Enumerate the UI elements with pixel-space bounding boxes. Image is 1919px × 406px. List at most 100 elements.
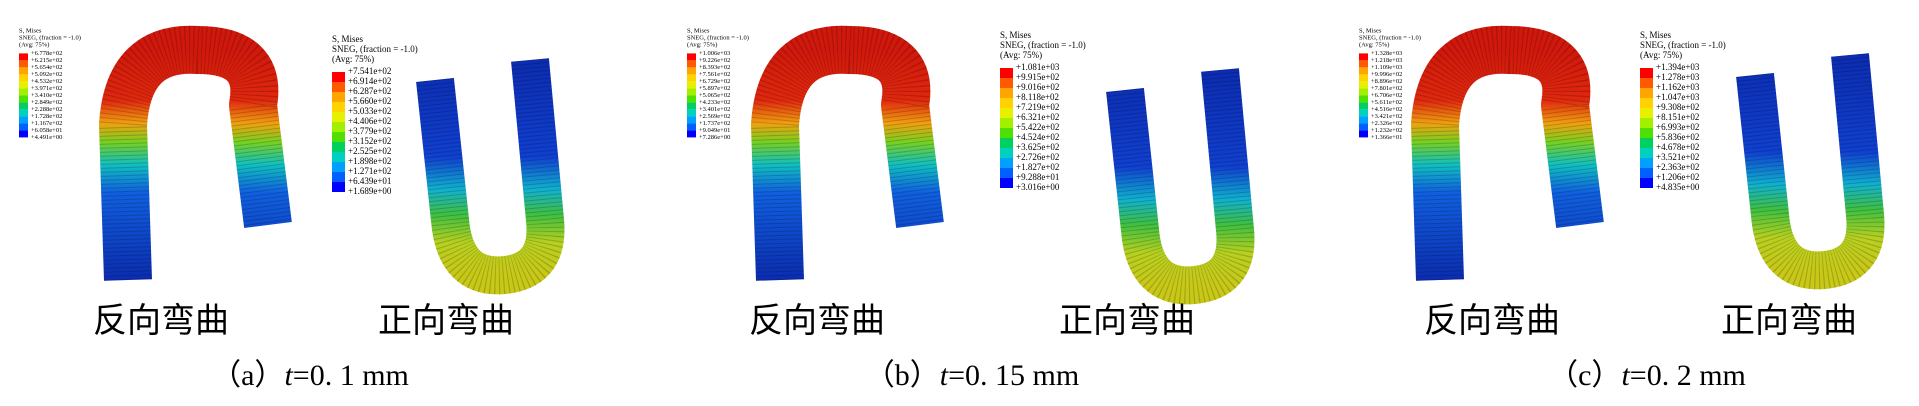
caption-value: =0. 1 mm — [293, 359, 409, 392]
legend-value: +1.689e+00 — [348, 186, 392, 196]
legend-value: +1.827e+02 — [1016, 162, 1059, 172]
legend-swatch — [1000, 78, 1013, 88]
legend-swatch — [1359, 130, 1368, 138]
legend-value: +5.836e+02 — [1656, 132, 1699, 142]
arch-mesh — [98, 25, 292, 281]
legend-subtitle: SNEG, (fraction = -1.0) — [332, 44, 418, 54]
legend-subtitle: SNEG, (fraction = -1.0) — [1000, 40, 1086, 50]
legend-title: S, Mises — [1640, 30, 1672, 40]
legend-swatch — [1000, 98, 1013, 108]
legend-value: +3.421e+02 — [1371, 113, 1402, 120]
legend-value: +9.226e+02 — [699, 57, 730, 64]
legend-swatch — [687, 123, 696, 131]
legend-swatch — [1000, 108, 1013, 118]
caption-var: t — [284, 359, 293, 392]
legend-swatch — [19, 102, 28, 110]
legend-swatch — [1640, 88, 1653, 98]
legend-swatch — [1000, 68, 1013, 78]
legend-swatch — [1000, 178, 1013, 188]
legend-swatch — [1640, 68, 1653, 78]
bend-label: 正向弯曲 — [1059, 302, 1195, 340]
legend-value: +2.726e+02 — [1016, 152, 1059, 162]
legend-swatch — [1640, 78, 1653, 88]
legend-value: +3.410e+02 — [31, 92, 62, 99]
legend-value: +1.328e+03 — [1371, 50, 1402, 57]
legend-title: S, Mises — [332, 34, 364, 44]
legend-swatch — [1640, 138, 1653, 148]
legend-swatch — [1359, 67, 1368, 75]
legend-value: +8.151e+02 — [1656, 112, 1699, 122]
legend-swatch — [1359, 81, 1368, 89]
bend-label: 反向弯曲 — [1424, 302, 1560, 340]
legend-value: +3.521e+02 — [1656, 152, 1699, 162]
legend-swatch — [687, 116, 696, 124]
u-shell — [1736, 53, 1885, 290]
legend-value: +3.779e+02 — [348, 126, 391, 136]
bend-label: 正向弯曲 — [378, 302, 514, 340]
legend-avg: (Avg: 75%) — [19, 41, 49, 48]
legend-swatch — [332, 162, 345, 172]
legend-value: +1.728e+02 — [31, 113, 62, 120]
legend-swatch — [1359, 88, 1368, 96]
legend-swatch — [1640, 98, 1653, 108]
legend-value: +3.152e+02 — [348, 136, 391, 146]
legend-value: +5.065e+02 — [699, 92, 730, 99]
caption-value: =0. 2 mm — [1630, 359, 1746, 392]
legend-value: +5.033e+02 — [348, 106, 391, 116]
legend-swatch — [332, 152, 345, 162]
legend-swatch — [332, 112, 345, 122]
legend-swatch — [1640, 148, 1653, 158]
legend-value: +1.366e+01 — [1371, 134, 1402, 141]
legend-swatch — [332, 142, 345, 152]
legend-swatch — [1359, 95, 1368, 103]
legend-swatch — [1359, 116, 1368, 124]
legend-value: +3.971e+02 — [31, 85, 62, 92]
legend-value: +8.393e+02 — [699, 64, 730, 71]
legend-swatch — [1000, 168, 1013, 178]
caption-label: （c） — [1548, 359, 1621, 392]
legend-value: +4.524e+02 — [1016, 132, 1059, 142]
caption: （b）t=0. 15 mm — [865, 359, 1079, 392]
arch-mesh — [750, 25, 944, 281]
legend-swatch — [332, 132, 345, 142]
legend-swatch — [19, 95, 28, 103]
legend-title: S, Mises — [19, 27, 42, 34]
legend-swatch — [332, 172, 345, 182]
legend-avg: (Avg: 75%) — [1640, 50, 1682, 60]
legend-avg: (Avg: 75%) — [1359, 41, 1389, 48]
legend-value: +1.394e+03 — [1656, 62, 1700, 72]
caption-value: =0. 15 mm — [948, 359, 1079, 392]
legend-swatch — [19, 74, 28, 82]
arch-shell — [1411, 25, 1604, 281]
legend-swatch — [1640, 178, 1653, 188]
caption-var: t — [940, 359, 949, 392]
legend-value: +7.801e+02 — [1371, 85, 1402, 92]
legend-swatch — [332, 92, 345, 102]
legend-swatch — [687, 53, 696, 61]
bend-label: 反向弯曲 — [749, 302, 885, 340]
legend-swatch — [1000, 118, 1013, 128]
legend-swatch — [1640, 128, 1653, 138]
legend-value: +3.401e+02 — [699, 106, 730, 113]
legend-avg: (Avg: 75%) — [332, 54, 374, 64]
legend-value: +1.206e+02 — [1656, 172, 1699, 182]
legend-value: +2.569e+02 — [699, 113, 730, 120]
caption: （c）t=0. 2 mm — [1548, 359, 1746, 392]
legend-swatch — [1359, 74, 1368, 82]
legend-value: +1.006e+03 — [699, 50, 730, 57]
bend-label: 正向弯曲 — [1721, 302, 1857, 340]
legend-value: +5.654e+02 — [31, 64, 62, 71]
legend-swatch — [19, 81, 28, 89]
legend-swatch — [687, 102, 696, 110]
legend-value: +1.047e+03 — [1656, 92, 1700, 102]
legend-swatch — [687, 95, 696, 103]
legend-value: +8.118e+02 — [1016, 92, 1059, 102]
legend-swatch — [1359, 60, 1368, 68]
legend-value: +4.516e+02 — [1371, 106, 1402, 113]
legend-value: +6.729e+02 — [699, 78, 730, 85]
legend-value: +4.406e+02 — [348, 116, 391, 126]
